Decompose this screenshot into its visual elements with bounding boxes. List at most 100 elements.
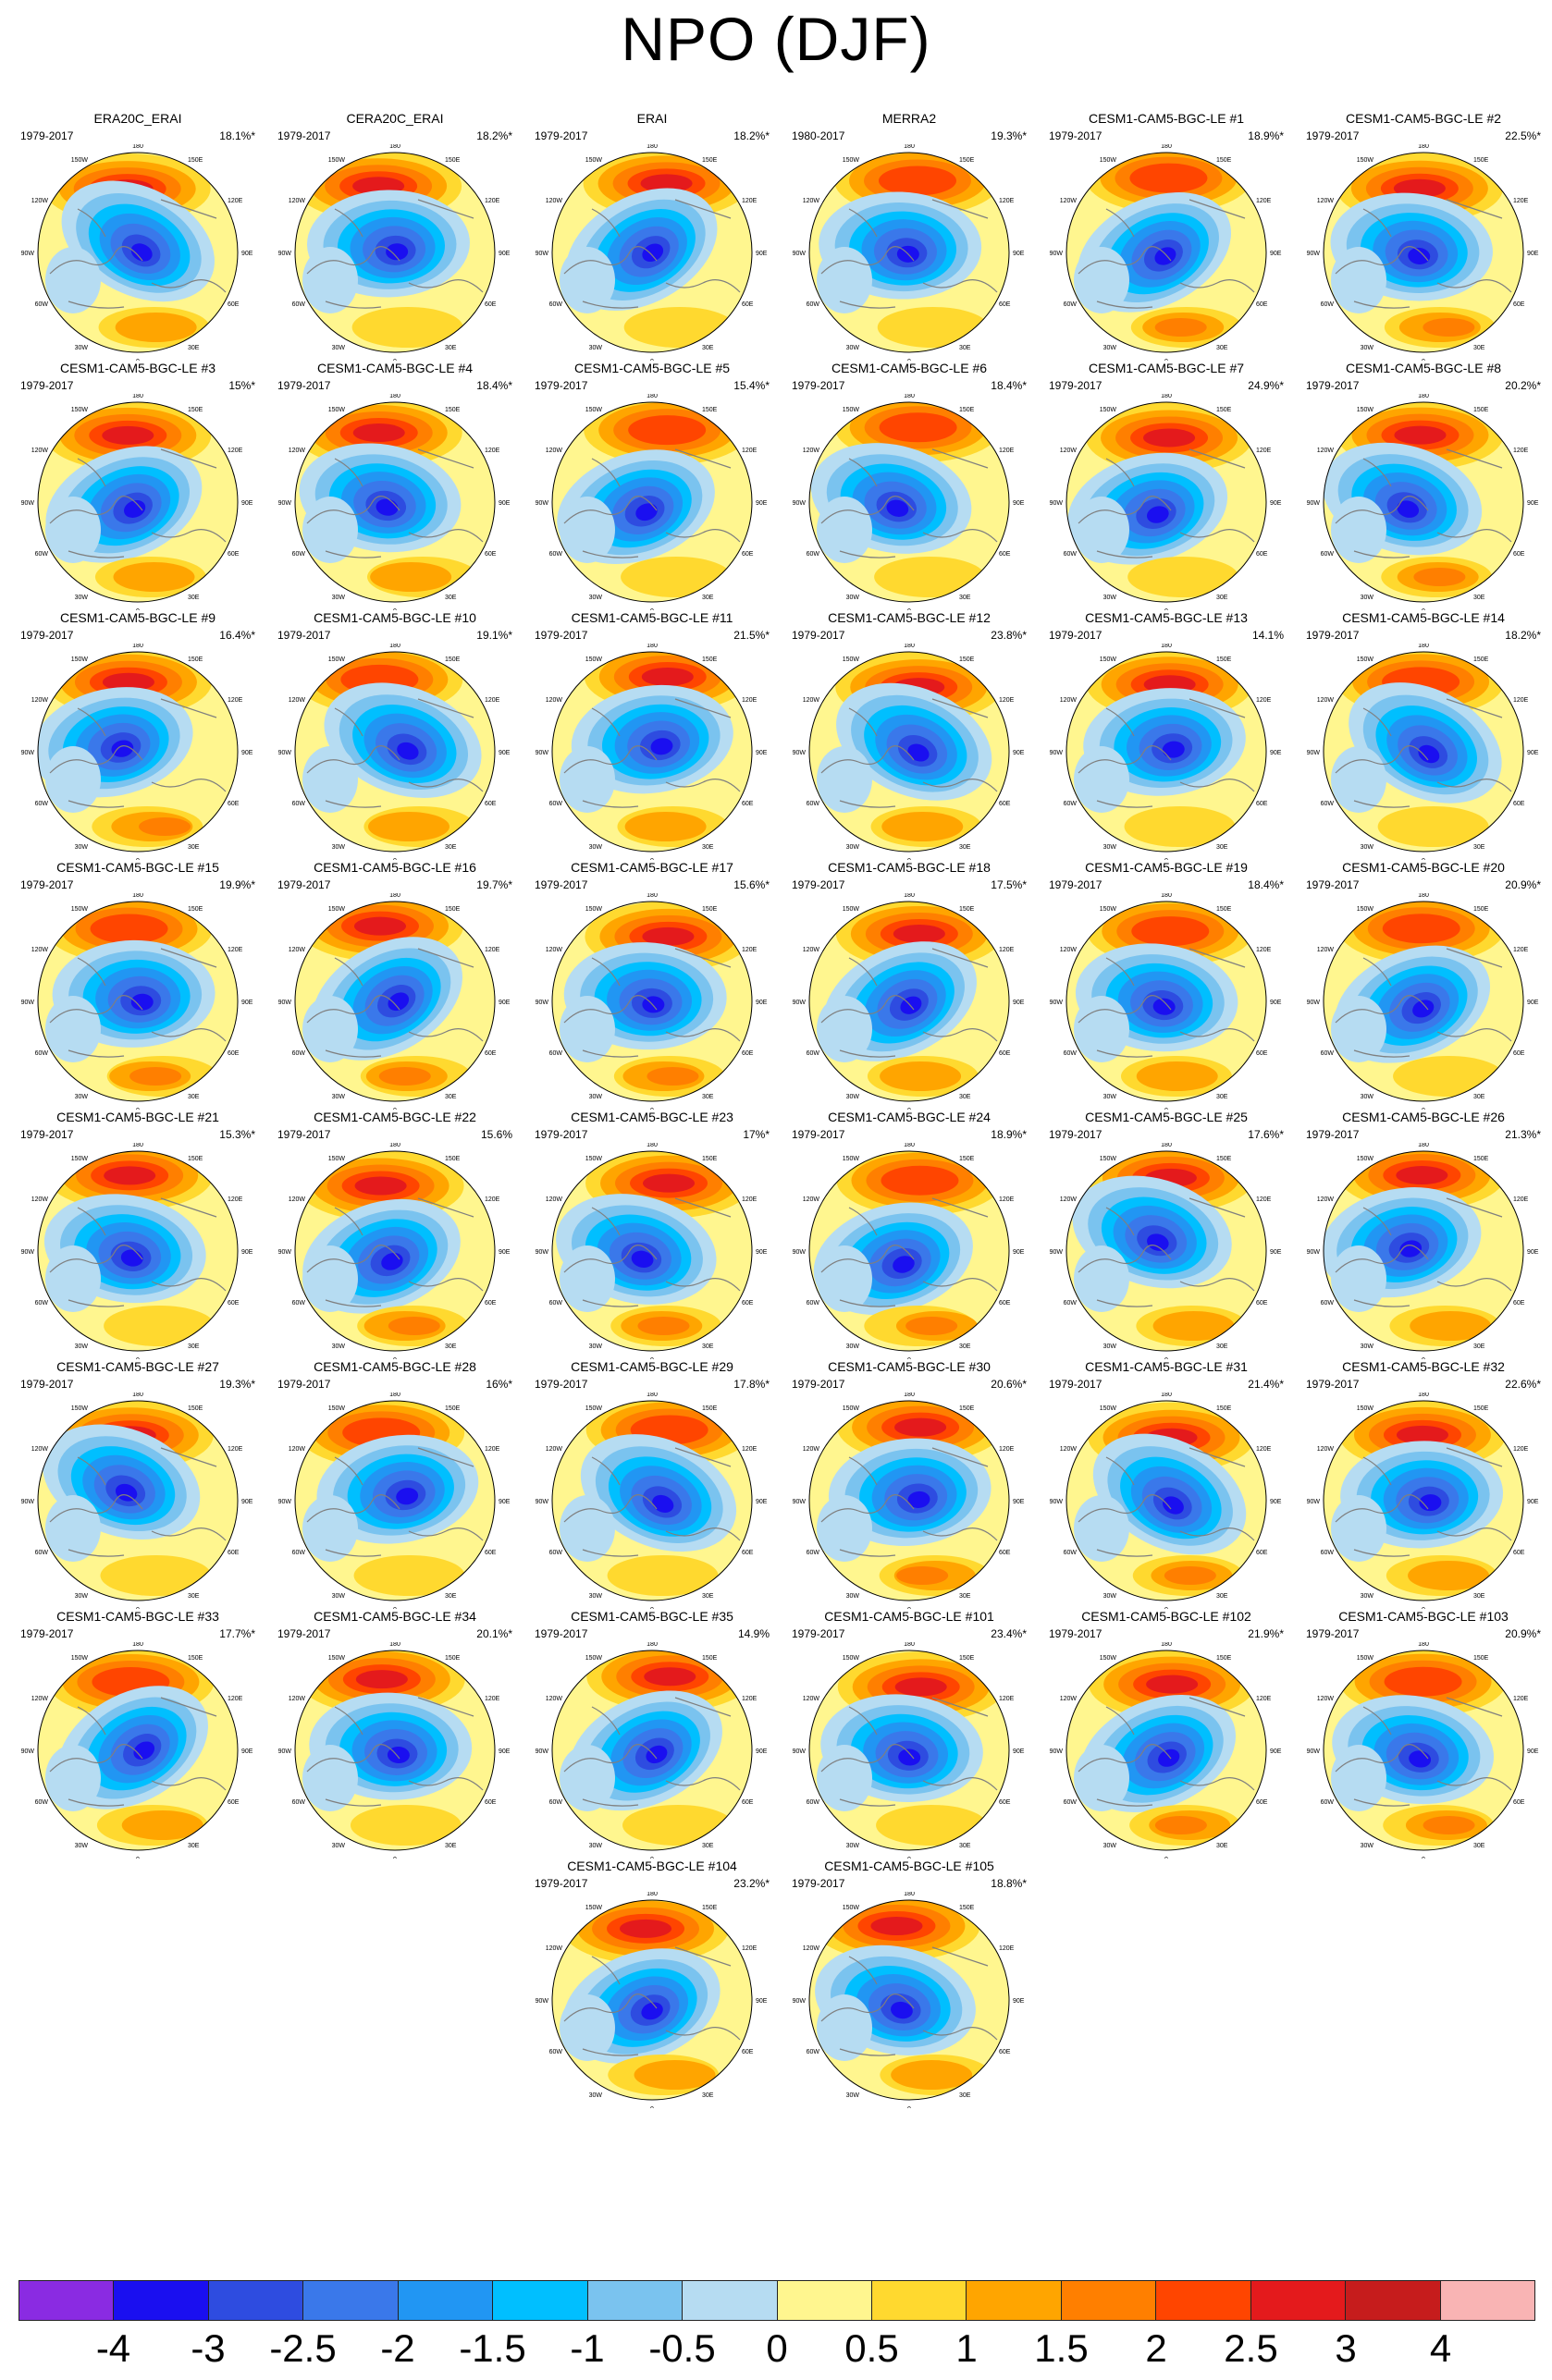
panel-period: 1979-2017 bbox=[277, 129, 331, 142]
negative-anomaly bbox=[907, 1491, 930, 1508]
map-boundary bbox=[808, 401, 1010, 603]
lon-label: 0 bbox=[907, 1607, 911, 1609]
coastline bbox=[49, 1744, 143, 1773]
coastline bbox=[1436, 529, 1512, 543]
polar-map: 180 150W 150E 120W 120E 90W 90E 60W 60E 30W 30E 0 bbox=[793, 1143, 1025, 1359]
positive-anomaly bbox=[881, 1165, 959, 1196]
panel-explained-variance: 17.5%* bbox=[991, 878, 1027, 891]
coastline bbox=[582, 1549, 639, 1557]
polar-map: 180 150W 150E 120W 120E 90W 90E 60W 60E 30W 30E 0 bbox=[536, 1143, 768, 1359]
polar-map: 180 150W 150E 120W 120E 90W 90E 60W 60E 30W 30E 0 bbox=[1050, 893, 1282, 1110]
lon-label: 60E bbox=[1513, 1300, 1525, 1307]
coastline bbox=[68, 1049, 125, 1058]
map-boundary bbox=[551, 1899, 753, 2101]
panel-title: CESM1-CAM5-BGC-LE #19 bbox=[1085, 860, 1248, 875]
lon-label: 180 bbox=[132, 144, 143, 150]
lon-label: 150W bbox=[1357, 906, 1374, 913]
map-boundary bbox=[1065, 401, 1267, 603]
lon-label: 180 bbox=[389, 644, 400, 649]
coastline bbox=[1335, 1245, 1429, 1273]
positive-anomaly bbox=[881, 812, 964, 841]
panel-explained-variance: 21.9%* bbox=[1248, 1627, 1284, 1640]
panel-period: 1979-2017 bbox=[1049, 129, 1102, 142]
lon-label: 150W bbox=[843, 1655, 860, 1662]
panel-explained-variance: 17.8%* bbox=[733, 1378, 770, 1391]
polar-map: 180 150W 150E 120W 120E 90W 90E 60W 60E 30W 30E 0 bbox=[278, 1392, 511, 1609]
negative-anomaly bbox=[891, 2001, 913, 2019]
lon-label: 120E bbox=[1513, 947, 1529, 953]
lon-label: 90E bbox=[756, 1998, 768, 2005]
coastline bbox=[77, 208, 106, 238]
panel-period: 1979-2017 bbox=[535, 1877, 588, 1890]
positive-anomaly bbox=[115, 313, 197, 342]
positive-anomaly bbox=[637, 1317, 690, 1335]
negative-anomaly bbox=[1074, 746, 1129, 813]
lon-label: 60E bbox=[999, 2049, 1011, 2055]
coastline bbox=[591, 1456, 621, 1486]
lon-label: 90E bbox=[1013, 1998, 1025, 2005]
coastline bbox=[1446, 1697, 1503, 1717]
lon-label: 30W bbox=[1103, 1843, 1117, 1849]
colorbar-tick-label: -3 bbox=[191, 2326, 226, 2370]
lon-label: 150E bbox=[188, 1156, 203, 1162]
lon-label: 150E bbox=[702, 656, 718, 663]
coastline bbox=[674, 1197, 732, 1218]
panel-period: 1979-2017 bbox=[1049, 1627, 1102, 1640]
colorbar-tick-label: -2.5 bbox=[269, 2326, 337, 2370]
lon-label: 180 bbox=[132, 1392, 143, 1398]
coastline bbox=[49, 246, 143, 275]
lon-label: 150W bbox=[1100, 407, 1117, 413]
lon-label: 90E bbox=[1270, 1499, 1282, 1505]
panel-title: CESM1-CAM5-BGC-LE #20 bbox=[1342, 860, 1505, 875]
coastline bbox=[1446, 1197, 1503, 1218]
lon-label: 150W bbox=[843, 407, 860, 413]
lon-label: 150E bbox=[1473, 1156, 1489, 1162]
lon-label: 90E bbox=[241, 1000, 253, 1006]
lon-label: 120E bbox=[1513, 1196, 1529, 1203]
map-boundary bbox=[294, 651, 496, 853]
map-panel: CESM1-CAM5-BGC-LE #14 1979-2017 18.2%* 180 1… bbox=[1299, 610, 1548, 860]
lon-label: 120W bbox=[803, 1196, 820, 1203]
lon-label: 30E bbox=[1216, 1593, 1228, 1600]
coastline bbox=[1105, 1207, 1135, 1236]
lon-label: 150E bbox=[959, 1905, 975, 1911]
coastline bbox=[848, 1456, 878, 1486]
lon-label: 60W bbox=[1064, 301, 1078, 308]
panel-explained-variance: 17.7%* bbox=[219, 1627, 255, 1640]
lon-label: 90E bbox=[1270, 1748, 1282, 1755]
coastline bbox=[68, 550, 125, 558]
panel-explained-variance: 16.4%* bbox=[219, 629, 255, 642]
lon-label: 90E bbox=[1013, 500, 1025, 507]
panel-title: CESM1-CAM5-BGC-LE #33 bbox=[56, 1609, 219, 1624]
lon-label: 180 bbox=[132, 394, 143, 399]
map-panel: CESM1-CAM5-BGC-LE #19 1979-2017 18.4%* 180 1… bbox=[1041, 860, 1291, 1110]
lon-label: 150E bbox=[1473, 656, 1489, 663]
lon-label: 30W bbox=[1361, 595, 1374, 601]
lon-label: 60W bbox=[35, 801, 49, 807]
panel-title: CESM1-CAM5-BGC-LE #24 bbox=[828, 1110, 991, 1124]
map-panel: MERRA2 1980-2017 19.3%* 180 150W 150E 120W 120E… bbox=[784, 111, 1034, 361]
lon-label: 90W bbox=[1050, 251, 1064, 257]
coastline bbox=[408, 779, 484, 792]
lon-label: 60E bbox=[1256, 551, 1268, 558]
map-boundary bbox=[1323, 1650, 1524, 1851]
lon-label: 30W bbox=[846, 1593, 860, 1600]
panel-explained-variance: 24.9%* bbox=[1248, 379, 1284, 392]
negative-anomaly bbox=[45, 1745, 101, 1811]
lon-label: 60E bbox=[485, 301, 497, 308]
coastline bbox=[417, 1197, 474, 1218]
coastline bbox=[160, 1697, 217, 1717]
positive-anomaly bbox=[876, 1805, 988, 1846]
panel-explained-variance: 18.8%* bbox=[991, 1877, 1027, 1890]
lon-label: 150W bbox=[1100, 1655, 1117, 1662]
coastline bbox=[306, 995, 400, 1024]
lon-label: 120W bbox=[546, 448, 563, 454]
positive-anomaly bbox=[129, 1067, 182, 1086]
lon-label: 150E bbox=[959, 1405, 975, 1412]
coastline bbox=[334, 1706, 363, 1736]
lon-label: 60E bbox=[1256, 801, 1268, 807]
lon-label: 120E bbox=[485, 697, 500, 704]
lon-label: 30E bbox=[445, 1094, 457, 1100]
map-panel: CESM1-CAM5-BGC-LE #18 1979-2017 17.5%* 180 1… bbox=[784, 860, 1034, 1110]
positive-anomaly bbox=[891, 2060, 973, 2090]
